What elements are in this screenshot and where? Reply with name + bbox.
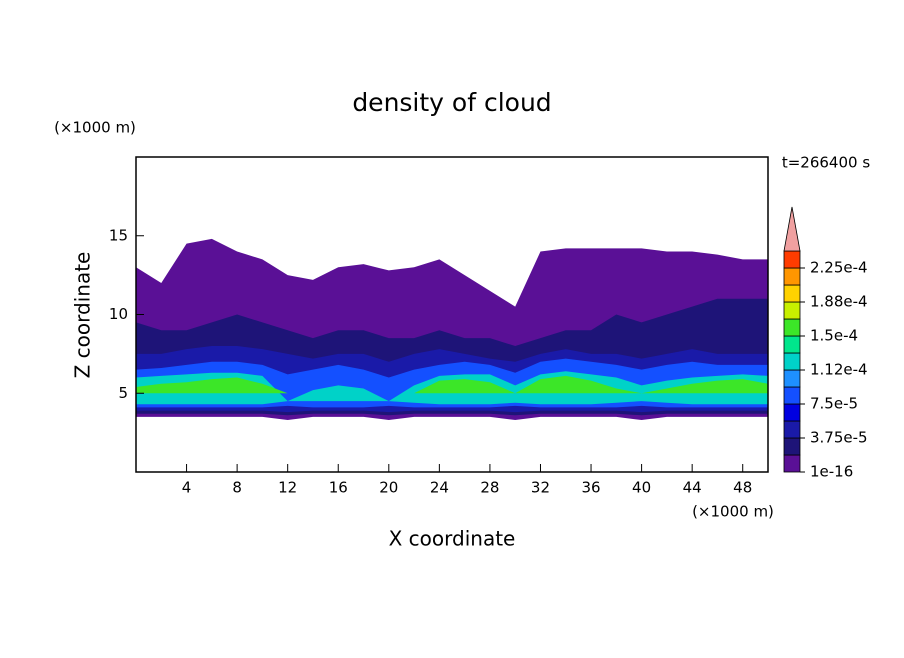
y-axis-title: Z coordinate [71,252,95,379]
x-tick-label: 8 [232,479,242,497]
x-tick-label: 4 [182,479,192,497]
colorbar-label: 7.5e-5 [810,395,858,413]
colorbar-box [783,437,801,456]
contour-region [136,375,768,394]
colorbar-label: 3.75e-5 [810,429,868,447]
y-tick-label: 15 [109,226,128,244]
x-unit: (×1000 m) [692,503,774,521]
chart-title: density of cloud [352,88,551,117]
colorbar-label: 1.5e-4 [810,327,858,345]
y-unit: (×1000 m) [54,119,136,137]
colorbar-box [783,284,801,303]
x-tick-label: 36 [581,479,600,497]
colorbar-label: 1.88e-4 [810,293,868,311]
time-label: t=266400 s [782,154,870,172]
colorbar-box [783,386,801,405]
colorbar-label: 1.12e-4 [810,361,868,379]
colorbar-label: 1e-16 [810,463,853,481]
x-tick-label: 20 [379,479,398,497]
colorbar-box [783,420,801,439]
y-tick-label: 10 [109,305,128,323]
colorbar-box [783,454,801,473]
colorbar-extend [783,206,801,252]
x-tick-label: 16 [329,479,348,497]
y-tick-label: 5 [118,384,128,402]
colorbar-label: 2.25e-4 [810,259,868,277]
colorbar-box [783,369,801,388]
x-tick-label: 24 [430,479,449,497]
x-tick-label: 44 [683,479,702,497]
x-axis-title: X coordinate [389,527,516,551]
colorbar-box [783,301,801,320]
colorbar-box [783,403,801,422]
x-tick-label: 32 [531,479,550,497]
x-tick-label: 48 [733,479,752,497]
colorbar-box [783,318,801,337]
x-tick-label: 40 [632,479,651,497]
x-tick-label: 12 [278,479,297,497]
x-tick-label: 28 [480,479,499,497]
colorbar-box [783,267,801,286]
colorbar-box [783,335,801,354]
colorbar-box [783,250,801,269]
colorbar-box [783,352,801,371]
